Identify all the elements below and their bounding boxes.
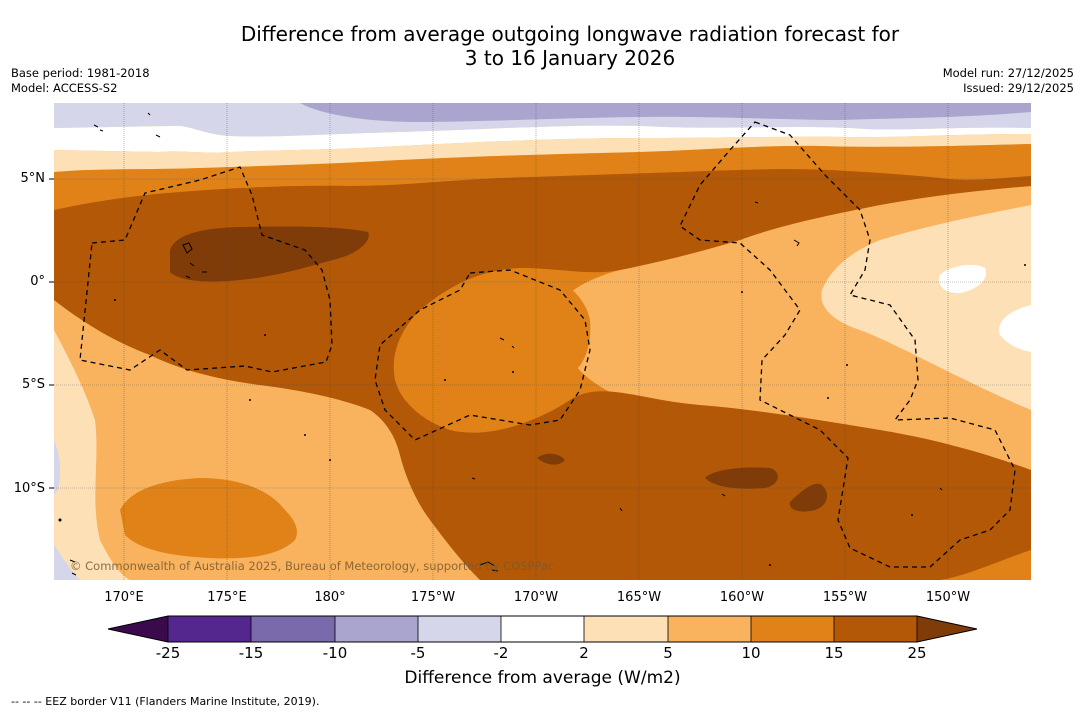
axis-ticks [49, 178, 54, 489]
eez-legend: -- -- -- EEZ border V11 (Flanders Marine… [11, 695, 320, 708]
lon-label-150w: 150°W [925, 590, 971, 605]
copyright-notice: © Commonwealth of Australia 2025, Bureau… [70, 559, 555, 573]
lat-label-10s: 10°S [13, 481, 45, 496]
colorbar-segment-p2 [584, 616, 668, 642]
lon-label-155w: 155°W [822, 590, 868, 605]
colorbar-tick-m25: -25 [155, 644, 181, 662]
field-2-5-right [821, 205, 1031, 410]
small-islands [58, 264, 1026, 566]
colorbar-tick-p25: 25 [907, 644, 927, 662]
colorbar-tick-p5: 5 [663, 644, 673, 662]
meta-left: Base period: 1981-2018 Model: ACCESS-S2 [11, 66, 150, 96]
contour-fields [54, 103, 1031, 580]
colorbar-tick-p10: 10 [741, 644, 761, 662]
colorbar-tick-p2: 2 [579, 644, 589, 662]
field-15-25 [54, 169, 1031, 580]
issued-date: Issued: 29/12/2025 [963, 81, 1074, 95]
islands [69, 112, 943, 576]
lon-label-170w: 170°W [513, 590, 559, 605]
colorbar-tick-m10: -10 [322, 644, 348, 662]
chart-title: Difference from average outgoing longwav… [0, 22, 1085, 70]
colorbar-above-max [917, 616, 977, 642]
lon-label-180: 180° [314, 590, 346, 605]
base-period: Base period: 1981-2018 [11, 66, 150, 80]
colorbar-segment-p15 [834, 616, 917, 642]
lon-label-165w: 165°W [616, 590, 662, 605]
field-10-15-central [439, 272, 591, 380]
model-name: Model: ACCESS-S2 [11, 81, 118, 95]
field-minus5-minus2-left [54, 440, 80, 580]
colorbar-segment-m5 [418, 616, 501, 642]
model-run: Model run: 27/12/2025 [942, 66, 1074, 80]
lat-label-5n: 5°N [20, 171, 46, 186]
field-above-25-southeast-2 [789, 483, 827, 512]
colorbar-tick-m15: -15 [238, 644, 264, 662]
lon-label-175e: 175°E [207, 590, 247, 605]
field-minus10-minus5-top [300, 103, 1031, 122]
colorbar-segment-m15 [251, 616, 335, 642]
colorbar-tick-m5: -5 [410, 644, 426, 662]
colorbar-segment-p5 [668, 616, 751, 642]
lat-label-5s: 5°S [21, 377, 45, 392]
colorbar-dividers [167, 616, 918, 642]
eez-borders [79, 121, 1016, 568]
meta-right: Model run: 27/12/2025 Issued: 29/12/2025 [943, 66, 1074, 96]
colorbar-segment-m2 [501, 616, 584, 642]
field-above-25-central [537, 453, 565, 465]
colorbar-below-min [108, 616, 168, 642]
colorbar-segment-m25 [168, 616, 251, 642]
lat-label-0: 0° [30, 274, 45, 289]
field-above-25-southeast [705, 467, 778, 489]
gridlines [54, 103, 1031, 580]
field-10-15-southwest [120, 478, 297, 559]
field-minus2-2-top [54, 125, 1031, 153]
colorbar-segment-p10 [751, 616, 834, 642]
colorbar-tick-p15: 15 [824, 644, 844, 662]
field-minus2-2-right [939, 264, 1031, 352]
colorbar-tick-m2: -2 [493, 644, 509, 662]
title-line-1: Difference from average outgoing longwav… [240, 22, 900, 46]
colorbar-label: Difference from average (W/m2) [404, 668, 681, 688]
colorbar-segment-m10 [335, 616, 418, 642]
field-2-5-top [54, 134, 1031, 172]
field-above-25-west [170, 226, 369, 282]
lon-label-170e: 170°E [104, 590, 144, 605]
title-line-2: 3 to 16 January 2026 [464, 46, 676, 70]
lon-label-160w: 160°W [719, 590, 765, 605]
field-2-5-left [54, 330, 130, 580]
lon-label-175w: 175°W [410, 590, 456, 605]
